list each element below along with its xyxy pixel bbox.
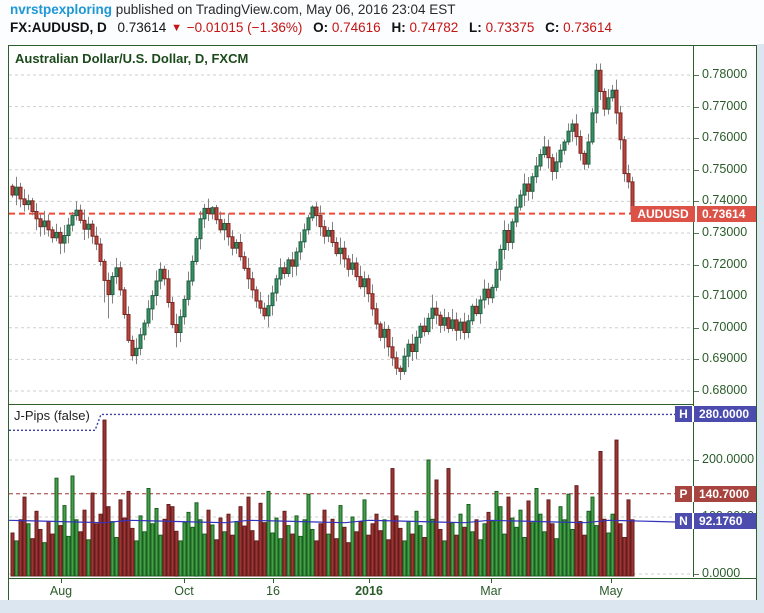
price-tick-label: 0.78000 (702, 67, 748, 81)
axis-tick-mark (694, 296, 699, 298)
price-pane-canvas (9, 63, 693, 392)
quote-change: −0.01015 (−1.36%) (186, 20, 303, 35)
high-label: H: (391, 20, 406, 35)
price-tick-label: 0.75000 (702, 161, 748, 176)
axis-tick-mark (694, 359, 699, 361)
low-label: L: (469, 20, 482, 35)
time-tick-label: Oct (174, 584, 194, 598)
time-axis[interactable]: Aug Oct 16 2016 Mar May (9, 578, 756, 600)
axis-tick-mark (694, 75, 699, 76)
axis-tick-mark (694, 169, 699, 171)
publish-line: nvrstpexploring published on TradingView… (10, 2, 456, 17)
jpips-n-letter: N (675, 513, 692, 529)
chart-frame: Australian Dollar/U.S. Dollar, D, FXCM J… (8, 45, 757, 600)
last-price-symbol: AUDUSD (631, 206, 695, 222)
jpips-n-badge: N 92.1760 (675, 513, 756, 529)
axis-tick-mark (694, 233, 699, 234)
jpips-h-value: 280.0000 (694, 406, 756, 422)
axis-tick-mark (694, 574, 699, 575)
time-tick-label: 16 (266, 584, 280, 598)
axis-tick-mark (694, 106, 699, 108)
jpips-pane-canvas (9, 413, 693, 577)
jpips-p-letter: P (675, 486, 692, 502)
page-margin-right (757, 44, 764, 613)
price-tick-label: 0.71000 (702, 288, 748, 303)
price-tick-label: 0.74000 (702, 193, 748, 208)
open-value: 0.74616 (331, 20, 381, 35)
time-tick-mark (184, 579, 185, 583)
jpips-p-badge: P 140.7000 (675, 486, 756, 502)
jpips-p-value: 140.7000 (694, 486, 756, 502)
price-tick-label: 0.77000 (702, 98, 748, 113)
time-tick-mark (611, 579, 612, 583)
open-label: O: (313, 20, 329, 35)
time-tick-label: Mar (480, 584, 502, 598)
axis-tick-mark (694, 264, 699, 266)
down-triangle-icon: ▼ (171, 22, 182, 34)
price-pane[interactable] (9, 46, 694, 405)
price-tick-label: 0.69000 (702, 351, 748, 366)
time-tick-label: Aug (49, 584, 73, 598)
price-tick-label: 0.73000 (702, 225, 748, 239)
price-tick-label: 0.70000 (702, 319, 748, 334)
high-value: 0.74782 (409, 20, 459, 35)
jpips-n-value: 92.1760 (694, 513, 756, 529)
jpips-h-letter: H (675, 406, 692, 422)
jpips-h-badge: H 280.0000 (675, 406, 756, 422)
jpips-pane[interactable] (9, 405, 694, 577)
jpips-tick-label: 0.0000 (702, 566, 741, 580)
time-tick-mark (273, 579, 274, 583)
quote-line: FX:AUDUSD, D 0.73614 ▼ −0.01015 (−1.36%)… (10, 20, 612, 35)
jpips-tick-label: 200.0000 (702, 452, 755, 466)
time-tick-label: 2016 (355, 584, 383, 598)
quote-symbol: FX:AUDUSD, D (10, 20, 107, 35)
username-link[interactable]: nvrstpexploring (10, 2, 113, 17)
time-tick-mark (61, 579, 62, 583)
axis-tick-mark (694, 201, 699, 203)
price-tick-label: 0.76000 (702, 130, 748, 145)
close-value: 0.73614 (563, 20, 612, 35)
axis-tick-mark (694, 327, 699, 329)
close-label: C: (545, 20, 560, 35)
last-price-label: AUDUSD 0.73614 (631, 206, 756, 222)
publish-text: published on TradingView.com, May 06, 20… (115, 2, 456, 17)
time-tick-mark (369, 579, 370, 583)
price-tick-label: 0.72000 (702, 256, 748, 271)
chart-title: Australian Dollar/U.S. Dollar, D, FXCM (15, 51, 249, 66)
header-band: nvrstpexploring published on TradingView… (0, 0, 764, 44)
quote-last: 0.73614 (117, 20, 167, 35)
time-tick-mark (491, 579, 492, 583)
axis-tick-mark (694, 138, 699, 140)
low-value: 0.73375 (485, 20, 535, 35)
price-tick-label: 0.68000 (702, 383, 748, 397)
axis-tick-mark (694, 460, 699, 461)
page-margin-bottom (0, 600, 764, 613)
jpips-indicator-label[interactable]: J-Pips (false) (14, 408, 90, 423)
axis-tick-mark (694, 391, 699, 392)
last-price-value: 0.73614 (697, 206, 756, 222)
time-tick-label: May (599, 584, 623, 598)
